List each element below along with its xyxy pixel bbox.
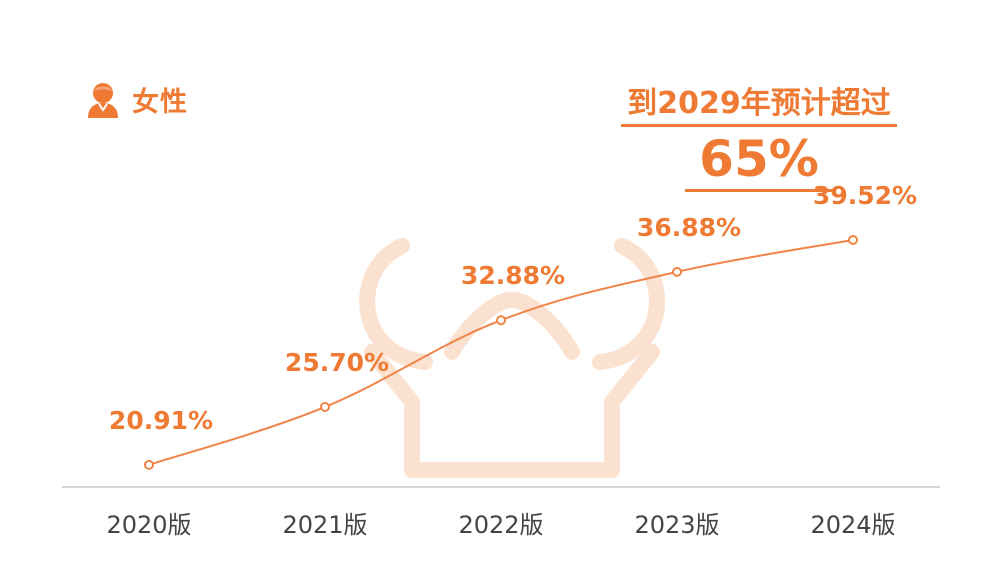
gender-label: 女性 — [132, 87, 188, 118]
watermark-arc-left — [359, 238, 433, 370]
x-tick-label-4: 2023版 — [634, 511, 719, 539]
watermark-logo — [359, 238, 665, 478]
x-tick-label-1: 2020版 — [106, 511, 191, 539]
data-label-2: 25.70% — [285, 348, 389, 377]
forecast-callout: 到2029年预计超过 65% — [604, 78, 914, 192]
data-label-1: 20.91% — [109, 406, 213, 435]
data-labels: 20.91% 25.70% 32.88% 36.88% 39.52% — [109, 181, 917, 435]
data-label-5: 39.52% — [813, 181, 917, 210]
person-icon — [88, 82, 118, 118]
data-label-4: 36.88% — [637, 213, 741, 242]
x-tick-labels: 2020版 2021版 2022版 2023版 2024版 — [106, 511, 895, 539]
watermark-cup — [364, 344, 660, 478]
data-point-5 — [848, 234, 858, 245]
gender-header: 女性 — [86, 80, 188, 119]
x-tick-label-2: 2021版 — [282, 511, 367, 539]
data-label-3: 32.88% — [461, 261, 565, 290]
data-point-4 — [672, 266, 682, 277]
x-tick-label-3: 2022版 — [458, 511, 543, 539]
watermark-arch — [444, 291, 580, 360]
data-point-1 — [144, 459, 154, 470]
data-point-2 — [320, 401, 330, 412]
data-points — [144, 234, 858, 470]
data-point-3 — [496, 315, 506, 326]
watermark-arc-right — [592, 238, 665, 370]
forecast-value: 65% — [685, 130, 833, 192]
forecast-text: 到2029年预计超过 — [621, 78, 897, 127]
x-tick-label-5: 2024版 — [810, 511, 895, 539]
